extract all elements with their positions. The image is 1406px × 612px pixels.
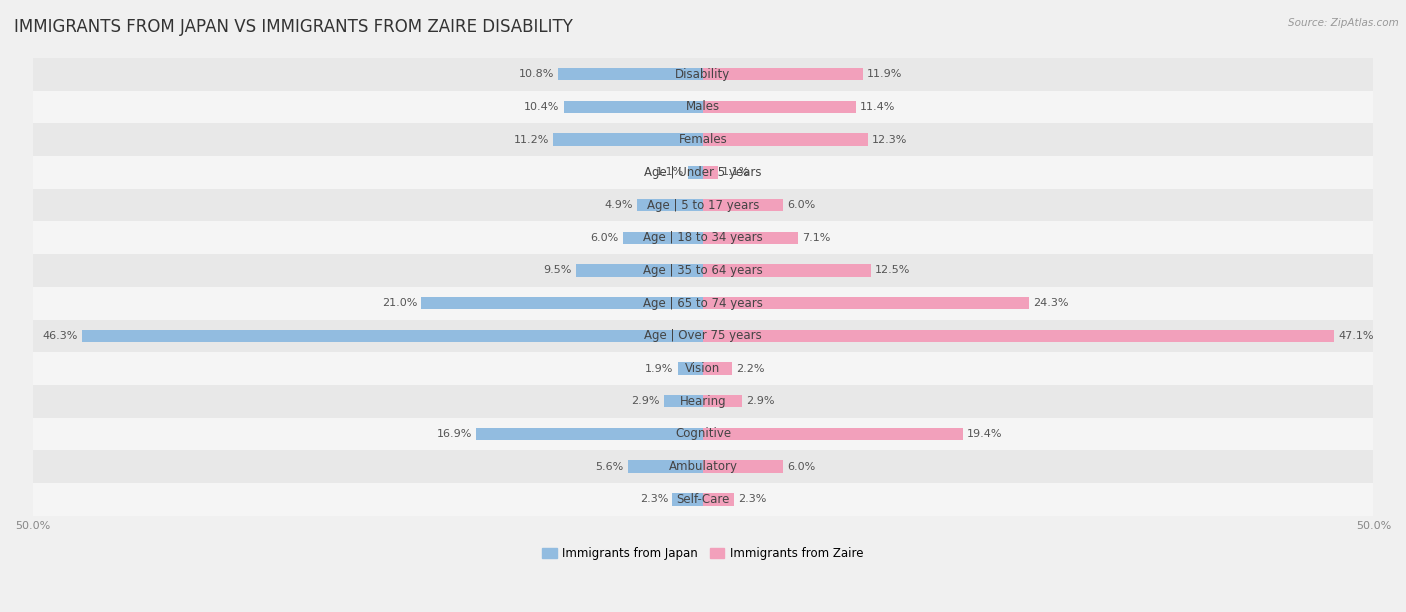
Bar [703,68,862,80]
Bar [32,222,1374,254]
Bar [703,199,783,211]
Text: 19.4%: 19.4% [967,429,1002,439]
Text: 46.3%: 46.3% [42,331,79,341]
Legend: Immigrants from Japan, Immigrants from Zaire: Immigrants from Japan, Immigrants from Z… [537,542,869,565]
Text: 1.1%: 1.1% [657,167,685,177]
Text: 2.3%: 2.3% [640,494,668,504]
Bar [703,133,868,146]
Bar [32,254,1374,287]
Text: 7.1%: 7.1% [803,233,831,243]
Bar [703,330,1334,342]
Text: 2.9%: 2.9% [631,397,659,406]
Bar [703,428,963,440]
Bar [637,199,703,211]
Bar [32,287,1374,319]
Text: 47.1%: 47.1% [1339,331,1374,341]
Bar [664,395,703,408]
Text: Vision: Vision [685,362,721,375]
Bar [32,450,1374,483]
Text: Females: Females [679,133,727,146]
Text: 6.0%: 6.0% [787,200,815,210]
Bar [32,91,1374,123]
Bar [32,123,1374,156]
Text: 1.9%: 1.9% [645,364,673,373]
Bar [703,493,734,506]
Bar [703,362,733,375]
Bar [32,58,1374,91]
Bar [32,483,1374,516]
Bar [558,68,703,80]
Bar [703,297,1029,309]
Text: 4.9%: 4.9% [605,200,633,210]
Text: Age | 65 to 74 years: Age | 65 to 74 years [643,297,763,310]
Bar [32,417,1374,450]
Text: Age | 18 to 34 years: Age | 18 to 34 years [643,231,763,244]
Text: 12.3%: 12.3% [872,135,907,144]
Text: Age | 35 to 64 years: Age | 35 to 64 years [643,264,763,277]
Bar [32,319,1374,353]
Bar [703,264,870,277]
Text: Age | 5 to 17 years: Age | 5 to 17 years [647,198,759,212]
Bar [32,385,1374,417]
Text: Cognitive: Cognitive [675,428,731,441]
Bar [575,264,703,277]
Bar [628,460,703,473]
Text: 6.0%: 6.0% [591,233,619,243]
Text: 2.3%: 2.3% [738,494,766,504]
Bar [477,428,703,440]
Bar [672,493,703,506]
Bar [82,330,703,342]
Text: Hearing: Hearing [679,395,727,408]
Bar [32,156,1374,188]
Text: 2.2%: 2.2% [737,364,765,373]
Text: 11.9%: 11.9% [866,69,901,79]
Bar [703,231,799,244]
Text: Age | Over 75 years: Age | Over 75 years [644,329,762,342]
Text: Males: Males [686,100,720,113]
Bar [422,297,703,309]
Text: 10.8%: 10.8% [519,69,554,79]
Bar [32,353,1374,385]
Text: 6.0%: 6.0% [787,461,815,472]
Bar [678,362,703,375]
Bar [703,101,856,113]
Text: Source: ZipAtlas.com: Source: ZipAtlas.com [1288,18,1399,28]
Bar [703,395,742,408]
Text: 12.5%: 12.5% [875,266,910,275]
Text: 11.4%: 11.4% [860,102,896,112]
Bar [564,101,703,113]
Text: 10.4%: 10.4% [524,102,560,112]
Text: 5.6%: 5.6% [596,461,624,472]
Text: 2.9%: 2.9% [747,397,775,406]
Text: 11.2%: 11.2% [513,135,548,144]
Text: Ambulatory: Ambulatory [668,460,738,473]
Text: 21.0%: 21.0% [382,298,418,308]
Bar [689,166,703,179]
Bar [703,460,783,473]
Text: Disability: Disability [675,68,731,81]
Text: 24.3%: 24.3% [1033,298,1069,308]
Text: Self-Care: Self-Care [676,493,730,506]
Bar [623,231,703,244]
Text: 16.9%: 16.9% [437,429,472,439]
Text: 9.5%: 9.5% [543,266,572,275]
Bar [32,188,1374,222]
Bar [553,133,703,146]
Text: IMMIGRANTS FROM JAPAN VS IMMIGRANTS FROM ZAIRE DISABILITY: IMMIGRANTS FROM JAPAN VS IMMIGRANTS FROM… [14,18,572,36]
Text: Age | Under 5 years: Age | Under 5 years [644,166,762,179]
Bar [703,166,717,179]
Text: 1.1%: 1.1% [721,167,749,177]
